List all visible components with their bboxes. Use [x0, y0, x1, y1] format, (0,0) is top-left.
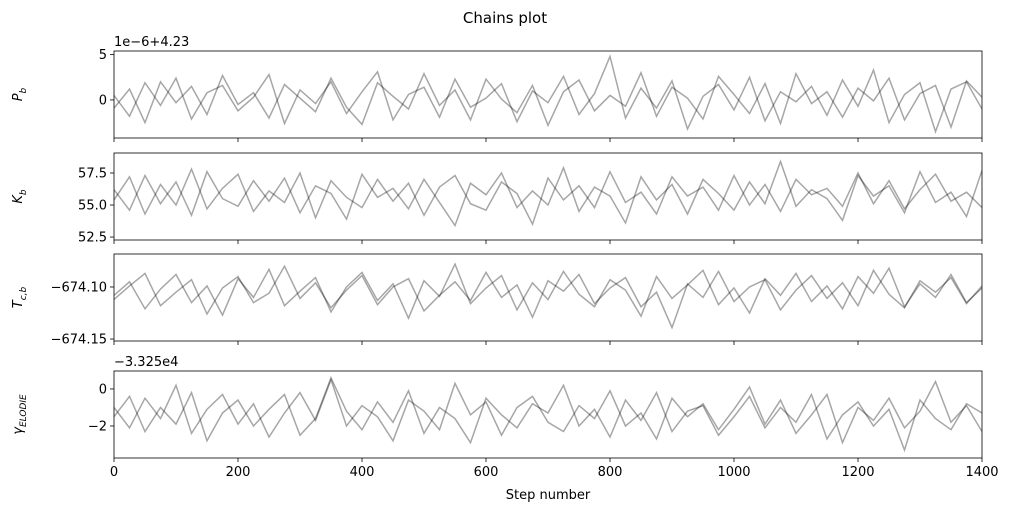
- y-tick-label: −674.10: [51, 280, 107, 295]
- axes-frame: [113, 370, 983, 459]
- y-label-main: K: [11, 194, 26, 204]
- y-tick-label: 57.5: [78, 166, 107, 181]
- offset-text: −3.325e4: [114, 355, 178, 370]
- y-tick-label: 5: [99, 48, 107, 63]
- axes-frame: [113, 253, 983, 342]
- y-label-main: T: [11, 299, 26, 308]
- y-label-sub: b: [19, 189, 29, 195]
- y-tick-label: −2: [88, 419, 107, 434]
- x-tick-label: 600: [474, 465, 499, 480]
- chain-line: [114, 375, 982, 453]
- chain-line: [114, 262, 982, 321]
- chain-line: [114, 264, 982, 330]
- x-axis-label: Step number: [506, 488, 591, 503]
- chain-line: [114, 54, 982, 134]
- offset-text: 1e−6+4.23: [114, 35, 189, 50]
- y-label-sub: ELODIE: [19, 394, 29, 427]
- y-tick-label: 55.0: [78, 199, 107, 214]
- x-tick-label: 1200: [841, 465, 874, 480]
- y-label-sub: b: [19, 87, 29, 93]
- y-tick-label: −674.15: [51, 333, 107, 348]
- y-axis-label: Pb: [11, 87, 29, 101]
- x-tick-label: 1000: [717, 465, 750, 480]
- x-tick-label: 0: [110, 465, 118, 480]
- axes-frame: [113, 50, 983, 139]
- x-tick-label: 1400: [965, 465, 998, 480]
- y-axis-label: Tc,b: [11, 286, 29, 308]
- y-label-main: P: [11, 93, 26, 101]
- x-tick-label: 400: [350, 465, 375, 480]
- y-axis-label: γELODIE: [11, 394, 29, 435]
- y-tick-label: 0: [99, 382, 107, 397]
- y-axis-label: Kb: [11, 189, 29, 204]
- y-tick-label: 0: [99, 93, 107, 108]
- chain-line: [114, 70, 982, 130]
- axes-frame: [113, 152, 983, 241]
- chain-line: [114, 167, 982, 227]
- x-tick-label: 200: [226, 465, 251, 480]
- chain-line: [114, 159, 982, 228]
- y-label-sub: c,b: [19, 286, 29, 300]
- y-label-main: γ: [11, 426, 26, 435]
- chart-title: Chains plot: [463, 9, 547, 27]
- x-tick-label: 800: [598, 465, 623, 480]
- y-tick-label: 52.5: [78, 231, 107, 246]
- chain-line: [114, 377, 982, 445]
